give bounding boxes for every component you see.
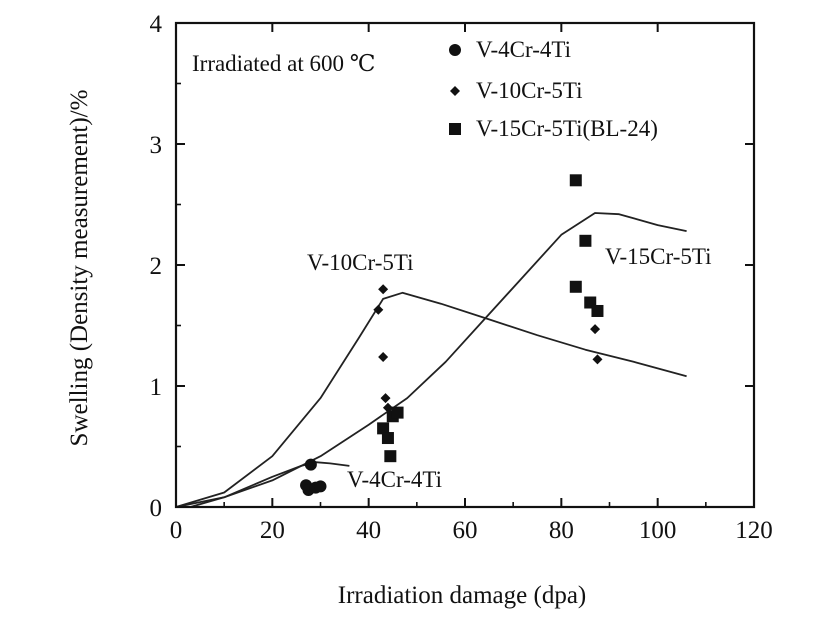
data-point-circle <box>314 480 327 493</box>
data-point-square <box>391 406 404 419</box>
legend-label-v15cr5ti: V-15Cr-5Ti(BL-24) <box>476 116 658 141</box>
x-tick-label: 60 <box>453 517 478 544</box>
data-points <box>300 174 604 497</box>
curve-label-v15cr5ti: V-15Cr-5Ti <box>605 244 712 269</box>
x-tick-label: 20 <box>260 517 285 544</box>
axis-ticks <box>175 22 755 508</box>
x-tick-label: 100 <box>639 517 677 544</box>
y-axis-title: Swelling (Density measurement)/% <box>66 90 93 447</box>
x-tick-label: 80 <box>549 517 574 544</box>
legend-marker-v10cr5ti <box>450 86 460 96</box>
x-tick-label: 40 <box>356 517 381 544</box>
legend-label-v10cr5ti: V-10Cr-5Ti <box>476 78 583 103</box>
curve-label-v4cr4ti: V-4Cr-4Ti <box>347 467 442 492</box>
legend-label-v4cr4ti: V-4Cr-4Ti <box>476 37 571 62</box>
x-axis-title: Irradiation damage (dpa) <box>338 582 587 609</box>
trend-lines <box>175 212 687 508</box>
trend-line-1 <box>175 212 687 508</box>
data-point-square <box>381 432 394 445</box>
data-point-diamond <box>373 304 384 315</box>
legend-marker-v4cr4ti <box>449 44 461 56</box>
tick-labels: 0 20 40 60 80 100 120 0 1 2 3 4 <box>150 11 773 544</box>
x-tick-label: 120 <box>735 517 773 544</box>
legend-marker <box>450 86 460 96</box>
data-point-diamond <box>590 324 601 335</box>
legend-title: Irradiated at 600 ℃ <box>192 51 375 76</box>
data-point-diamond <box>380 393 391 404</box>
data-point-square <box>384 450 397 463</box>
data-point-square <box>569 174 582 187</box>
y-tick-label: 3 <box>150 132 163 159</box>
y-tick-label: 0 <box>150 495 163 522</box>
data-point-square <box>579 234 592 247</box>
trend-line-0 <box>175 291 687 508</box>
y-tick-label: 4 <box>150 11 163 38</box>
data-point-square <box>377 422 390 435</box>
legend-marker <box>449 123 461 135</box>
data-point-square <box>569 280 582 293</box>
curve-label-v10cr5ti: V-10Cr-5Ti <box>307 250 414 275</box>
y-tick-label: 1 <box>150 374 163 401</box>
legend-marker <box>449 44 461 56</box>
data-point-diamond <box>378 284 389 295</box>
data-point-circle <box>304 458 317 471</box>
trend-line-2 <box>190 461 350 508</box>
x-tick-label: 0 <box>170 517 183 544</box>
legend-marker-v15cr5ti <box>449 123 461 135</box>
y-tick-label: 2 <box>150 253 163 280</box>
legend: V-4Cr-4Ti V-10Cr-5Ti V-15Cr-5Ti(BL-24) <box>449 37 658 141</box>
data-point-diamond <box>592 354 603 365</box>
data-point-square <box>591 304 604 317</box>
data-point-diamond <box>378 351 389 362</box>
